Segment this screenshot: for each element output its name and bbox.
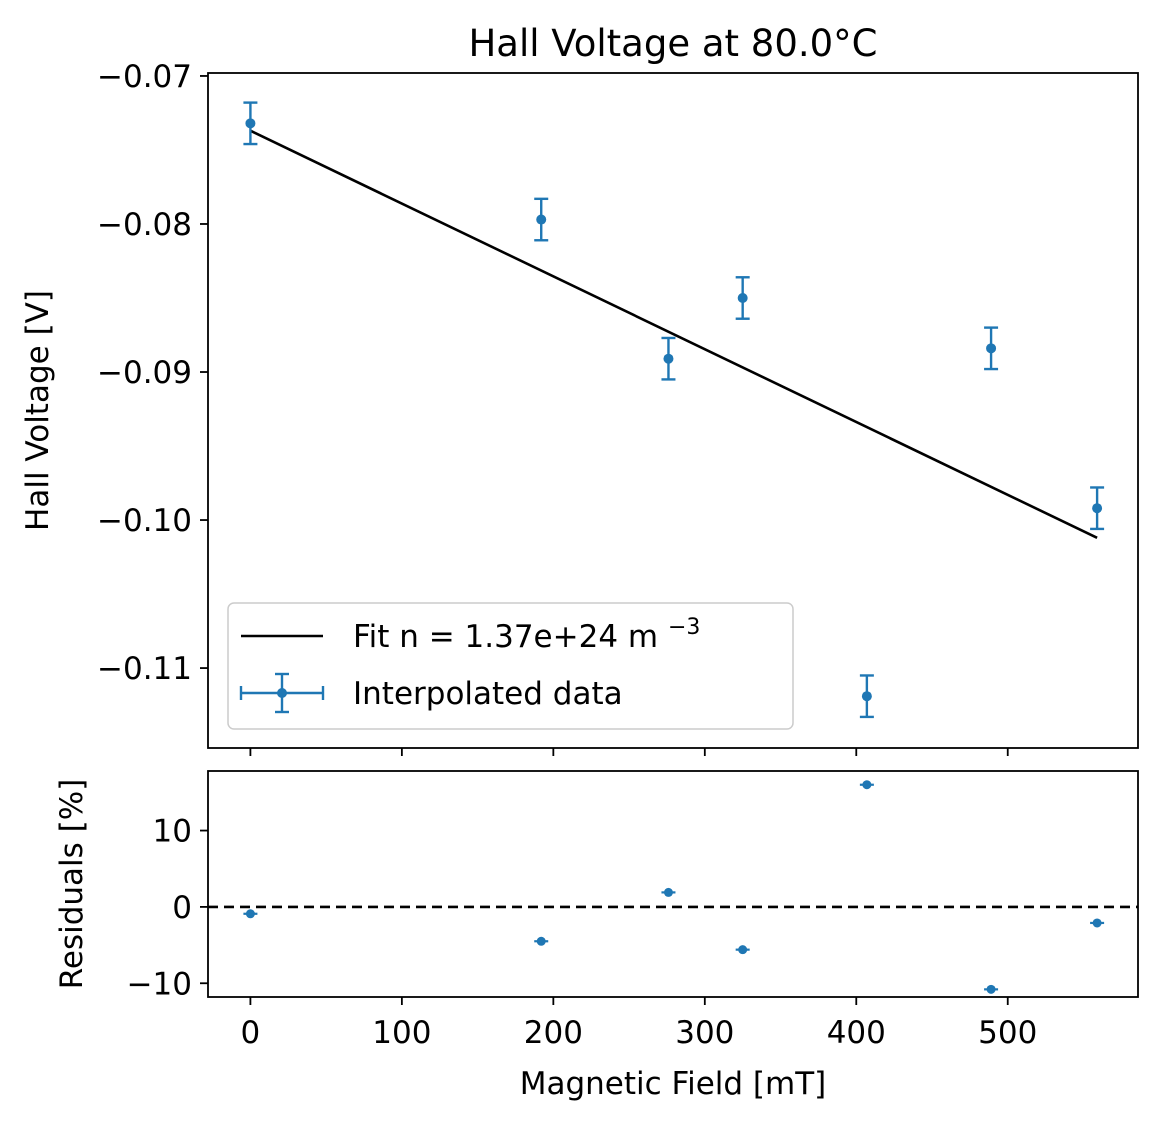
- y-tick-label: −0.11: [97, 651, 192, 687]
- data-marker: [737, 293, 748, 303]
- data-marker: [1092, 503, 1103, 514]
- x-tick-label: 400: [827, 1015, 886, 1051]
- data-point: [735, 276, 750, 320]
- chart-title: Hall Voltage at 80.0°C: [468, 22, 877, 65]
- data-marker: [861, 691, 872, 702]
- x-tick-label: 0: [241, 1015, 261, 1051]
- data-point: [1090, 486, 1105, 531]
- residual-point: [735, 945, 750, 955]
- x-tick-label: 100: [372, 1015, 431, 1051]
- x-tick-label: 500: [978, 1015, 1037, 1051]
- residual-marker: [245, 909, 255, 919]
- fit-line: [249, 129, 1098, 539]
- res-y-tick-label: 0: [172, 890, 192, 926]
- residual-marker: [986, 984, 996, 994]
- data-point: [984, 326, 999, 371]
- x-tick-label: 200: [524, 1015, 583, 1051]
- y-tick-label: −0.07: [97, 59, 192, 95]
- data-marker: [245, 118, 256, 129]
- residual-point: [661, 887, 676, 897]
- legend-box: [227, 602, 794, 730]
- legend: Fit n = 1.37e+24 m −3 Interpolated data: [227, 602, 794, 730]
- y-tick-label: −0.10: [97, 503, 192, 539]
- data-point: [243, 101, 258, 146]
- data-point: [534, 197, 549, 242]
- res-y-tick-label: −10: [127, 966, 192, 1002]
- legend-marker: [277, 688, 287, 698]
- y-tick-label: −0.08: [97, 207, 192, 243]
- data-marker: [536, 214, 547, 225]
- res-y-axis-label: Residuals [%]: [54, 779, 90, 990]
- residual-point: [1090, 918, 1105, 928]
- main-plot-panel: Hall Voltage at 80.0°C −0.07 −0.08 −0.09 −0.…: [20, 22, 1139, 756]
- residual-marker: [1092, 918, 1102, 928]
- legend-fit-label: Fit n = 1.37e+24 m −3: [353, 615, 700, 655]
- x-tick-label: 300: [675, 1015, 734, 1051]
- res-y-tick-label: 10: [153, 814, 192, 850]
- residual-point: [243, 909, 258, 919]
- legend-data-swatch: [239, 672, 325, 714]
- x-axis-label: Magnetic Field [mT]: [520, 1066, 827, 1102]
- main-plot-frame: [207, 72, 1139, 749]
- y-tick-label: −0.09: [97, 355, 192, 391]
- data-marker: [986, 343, 997, 354]
- residual-point: [534, 936, 549, 946]
- legend-fit-superscript: −3: [668, 615, 700, 640]
- data-point: [661, 336, 676, 381]
- residual-point: [984, 984, 999, 994]
- data-marker: [663, 353, 674, 364]
- residuals-plot-frame: [207, 770, 1139, 998]
- residual-marker: [862, 780, 872, 790]
- residual-marker: [738, 945, 748, 955]
- residual-marker: [536, 936, 546, 946]
- residual-point: [859, 780, 874, 790]
- data-point: [859, 674, 874, 719]
- residual-marker: [663, 887, 673, 897]
- legend-data-label: Interpolated data: [353, 676, 623, 712]
- y-axis-label: Hall Voltage [V]: [20, 290, 56, 531]
